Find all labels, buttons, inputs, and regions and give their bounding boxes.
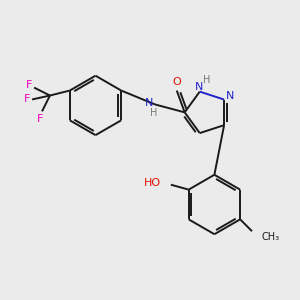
- Text: F: F: [24, 94, 30, 104]
- Text: CH₃: CH₃: [262, 232, 280, 242]
- Text: N: N: [145, 98, 153, 108]
- Text: H: H: [203, 75, 210, 85]
- Text: O: O: [172, 76, 181, 87]
- Text: N: N: [226, 91, 234, 100]
- Text: N: N: [195, 82, 203, 92]
- Text: F: F: [26, 80, 32, 90]
- Text: F: F: [37, 114, 43, 124]
- Text: HO: HO: [144, 178, 161, 188]
- Text: H: H: [150, 108, 158, 118]
